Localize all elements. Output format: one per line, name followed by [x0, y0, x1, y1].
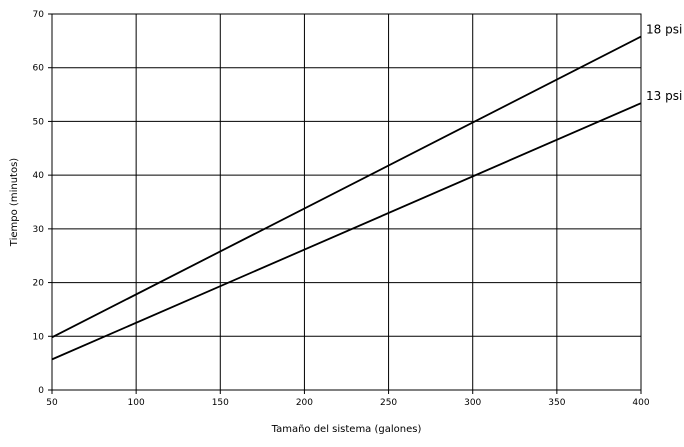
y-tick-label: 40	[33, 171, 45, 181]
series-label-0: 18 psi	[646, 23, 682, 37]
y-tick-label: 10	[33, 332, 45, 342]
series-lines	[51, 35, 642, 361]
y-tick-label: 70	[33, 10, 45, 20]
series-labels: 18 psi 13 psi	[646, 23, 682, 104]
x-tick-label: 150	[212, 398, 229, 408]
y-tick-label: 60	[33, 64, 45, 74]
x-tick-labels: 50 100 150 200 250 300 350 400	[46, 398, 650, 408]
x-tick-label: 100	[128, 398, 145, 408]
series-label-1: 13 psi	[646, 89, 682, 103]
x-tick-label: 300	[464, 398, 481, 408]
y-tick-label: 0	[38, 386, 44, 396]
y-tick-label: 50	[33, 117, 45, 127]
y-axis-label: Tiempo (minutos)	[9, 158, 20, 247]
y-tick-label: 30	[33, 225, 45, 235]
series-line-1	[51, 102, 642, 361]
plot-frame	[51, 13, 642, 391]
x-tick-label: 200	[296, 398, 313, 408]
x-tick-label: 50	[46, 398, 58, 408]
x-tick-label: 400	[632, 398, 649, 408]
x-tick-label: 250	[380, 398, 397, 408]
series-line-0	[51, 35, 642, 339]
x-tick-label: 350	[548, 398, 565, 408]
y-tick-label: 20	[33, 279, 45, 289]
x-axis-label: Tamaño del sistema (galones)	[271, 424, 422, 435]
y-tick-labels: 0 10 20 30 40 50 60 70	[33, 10, 45, 396]
grid	[48, 13, 642, 394]
